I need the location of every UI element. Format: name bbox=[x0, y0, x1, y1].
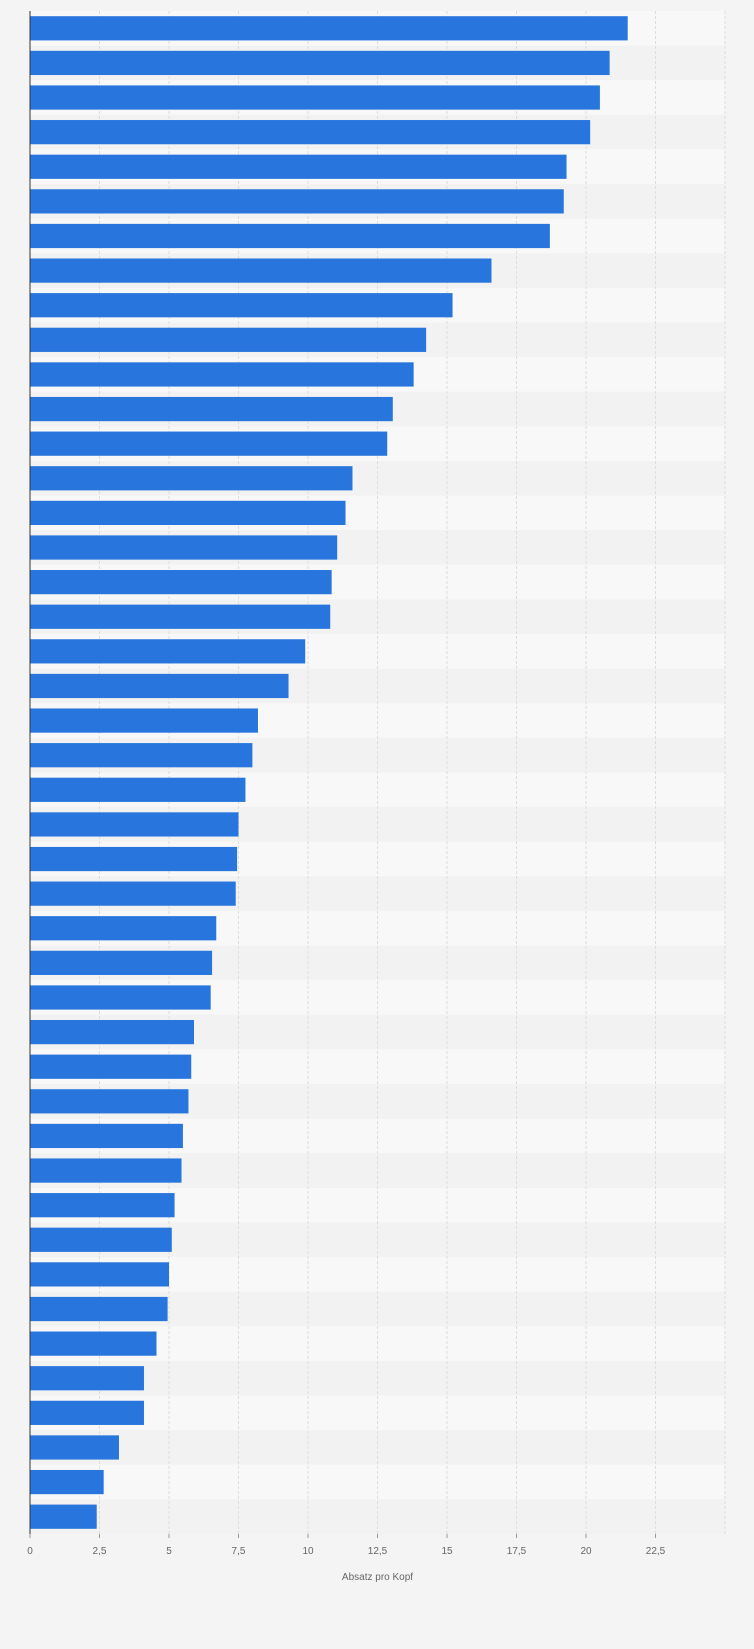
bar[interactable] bbox=[30, 1054, 192, 1079]
x-tick-label: 5 bbox=[166, 1546, 172, 1557]
x-axis-ticks: 0 2,5 5 7,5 10 12,5 15 17,5 20 22,5 bbox=[27, 1534, 666, 1557]
bar[interactable] bbox=[30, 604, 331, 629]
x-tick-label: 20 bbox=[580, 1546, 592, 1557]
bar[interactable] bbox=[30, 189, 564, 214]
bar[interactable] bbox=[30, 223, 550, 249]
x-tick-label: 15 bbox=[441, 1546, 453, 1557]
x-axis-title: Absatz pro Kopf bbox=[342, 1572, 413, 1583]
bar[interactable] bbox=[30, 1331, 157, 1356]
bar[interactable] bbox=[30, 535, 338, 560]
bar[interactable] bbox=[30, 466, 353, 491]
gridlines bbox=[99, 11, 726, 1534]
x-tick-label: 12,5 bbox=[368, 1546, 388, 1557]
bar[interactable] bbox=[30, 673, 289, 699]
bar[interactable] bbox=[30, 1019, 195, 1045]
bar[interactable] bbox=[30, 1366, 144, 1391]
bar[interactable] bbox=[30, 85, 600, 110]
bar[interactable] bbox=[30, 396, 393, 422]
bar[interactable] bbox=[30, 743, 253, 768]
bar[interactable] bbox=[30, 1262, 169, 1287]
bar[interactable] bbox=[30, 639, 306, 664]
bar[interactable] bbox=[30, 1400, 144, 1425]
bar[interactable] bbox=[30, 1435, 119, 1460]
x-tick-label: 2,5 bbox=[93, 1546, 107, 1557]
x-tick-label: 10 bbox=[302, 1546, 314, 1557]
bars bbox=[30, 16, 628, 1529]
bar[interactable] bbox=[30, 1227, 172, 1252]
bar[interactable] bbox=[30, 258, 492, 283]
bar[interactable] bbox=[30, 1296, 168, 1322]
x-tick-label: 0 bbox=[27, 1546, 33, 1557]
bar[interactable] bbox=[30, 431, 388, 456]
bar[interactable] bbox=[30, 950, 213, 975]
bar[interactable] bbox=[30, 1158, 182, 1183]
bar[interactable] bbox=[30, 777, 246, 802]
x-tick-label: 22,5 bbox=[646, 1546, 666, 1557]
bar[interactable] bbox=[30, 846, 238, 872]
bar[interactable] bbox=[30, 708, 258, 733]
bar[interactable] bbox=[30, 1504, 97, 1529]
bar[interactable] bbox=[30, 154, 567, 179]
x-tick-label: 7,5 bbox=[232, 1546, 246, 1557]
bar[interactable] bbox=[30, 120, 591, 145]
bar[interactable] bbox=[30, 293, 453, 318]
bar[interactable] bbox=[30, 570, 332, 595]
bar[interactable] bbox=[30, 500, 346, 526]
bar[interactable] bbox=[30, 1469, 104, 1495]
bar[interactable] bbox=[30, 1193, 175, 1218]
bar[interactable] bbox=[30, 1123, 183, 1149]
bar[interactable] bbox=[30, 812, 239, 837]
bar[interactable] bbox=[30, 362, 414, 387]
bar[interactable] bbox=[30, 916, 217, 941]
bar[interactable] bbox=[30, 881, 236, 906]
bar[interactable] bbox=[30, 327, 427, 352]
bar[interactable] bbox=[30, 50, 610, 76]
bar[interactable] bbox=[30, 1089, 189, 1114]
bar[interactable] bbox=[30, 985, 211, 1010]
x-tick-label: 17,5 bbox=[507, 1546, 527, 1557]
bar[interactable] bbox=[30, 16, 628, 41]
